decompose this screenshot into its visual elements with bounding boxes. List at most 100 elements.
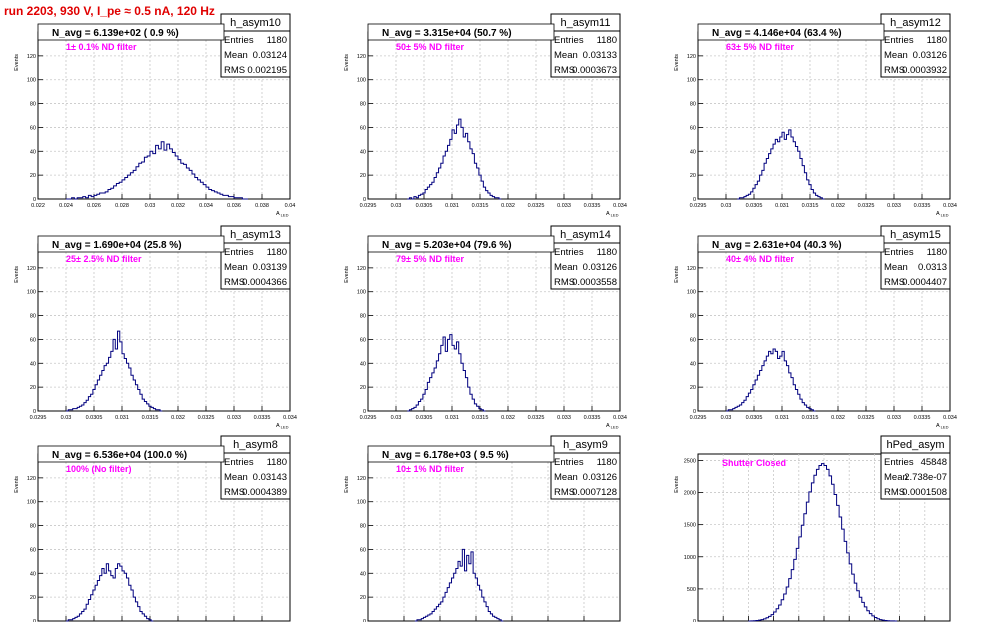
x-tick-label: 0.0335 (914, 415, 931, 421)
navg-box (697, 235, 885, 253)
y-tick-label: 100 (27, 290, 36, 296)
x-tick-label: 0.03 (391, 415, 402, 421)
x-tick-label: 0.03 (61, 415, 72, 421)
x-tick-label: 0.034 (199, 203, 213, 209)
y-axis-label: Events (14, 476, 20, 493)
y-tick-label: 20 (360, 385, 366, 391)
filter-note: 100% (No filter) (66, 464, 132, 474)
y-tick-label: 20 (360, 595, 366, 601)
y-tick-label: 80 (360, 102, 366, 108)
x-tick-label: 0.022 (31, 203, 45, 209)
y-tick-label: 120 (687, 266, 696, 272)
stat-value: 0.002195 (247, 65, 287, 76)
y-tick-label: 40 (30, 361, 36, 367)
stat-label: Entries (884, 247, 914, 258)
y-tick-label: 40 (690, 361, 696, 367)
x-tick-label: 0.032 (501, 203, 515, 209)
navg-box (37, 23, 225, 41)
y-tick-label: 0 (33, 197, 36, 203)
y-tick-label: 0 (693, 409, 696, 415)
y-tick-label: 40 (360, 149, 366, 155)
x-tick-label: 0.0315 (802, 203, 819, 209)
y-axis-label: Events (344, 266, 350, 283)
x-tick-label: 0.0305 (416, 203, 433, 209)
stats-box (880, 30, 951, 78)
x-tick-label: 0.0325 (858, 203, 875, 209)
stat-value: 0.0004389 (242, 487, 287, 498)
stat-label: Entries (884, 457, 914, 468)
x-tick-label: 0.0295 (690, 415, 707, 421)
navg-text: N_avg = 6.178e+03 ( 9.5 %) (382, 450, 509, 461)
chart-h_asym15: 0.0295 0.03 0.0305 0.031 0.0315 0.032 0.0325 0.… (674, 225, 957, 430)
stat-value: 0.0003558 (572, 277, 617, 288)
y-tick-label: 80 (30, 524, 36, 530)
x-tick-label: 0.033 (227, 415, 241, 421)
y-tick-label: 0 (693, 197, 696, 203)
y-tick-label: 100 (27, 500, 36, 506)
x-tick-label: 0.0305 (86, 415, 103, 421)
stat-value: 0.0004407 (902, 277, 947, 288)
histogram-title: h_asym13 (230, 229, 281, 241)
y-axis-label: Events (344, 476, 350, 493)
navg-text: N_avg = 6.536e+04 (100.0 %) (52, 450, 187, 461)
stat-label: Entries (224, 247, 254, 258)
stat-value: 0.0007128 (572, 487, 617, 498)
x-tick-label: 0.0315 (142, 415, 159, 421)
y-tick-label: 40 (360, 361, 366, 367)
chart-hPed_asym: -0.001-0.0008-0.0006-0.0004-0.000200.000… (674, 435, 951, 622)
y-tick-label: 60 (360, 547, 366, 553)
stat-label: RMS (884, 487, 905, 498)
filter-note: 50± 5% ND filter (396, 42, 464, 52)
stat-label: RMS (554, 277, 575, 288)
stat-label: Mean (884, 50, 908, 61)
y-axis-label: Events (14, 54, 20, 71)
y-tick-label: 20 (360, 173, 366, 179)
x-tick-label: 0.032 (171, 203, 185, 209)
stat-label: Entries (554, 247, 584, 258)
stat-label: Entries (224, 35, 254, 46)
x-tick-label: 0.03 (391, 203, 402, 209)
stat-value: 1180 (597, 457, 617, 468)
y-tick-label: 0 (33, 619, 36, 622)
chart-h_asym14: 0.0295 0.03 0.0305 0.031 0.0315 0.032 0.0325 0.… (344, 225, 627, 430)
y-axis-label: Events (674, 476, 680, 493)
x-axis-label: ALED (606, 423, 619, 430)
stats-box (550, 30, 621, 78)
navg-box (367, 445, 555, 463)
x-tick-label: 0.0295 (360, 203, 377, 209)
y-tick-label: 0 (363, 409, 366, 415)
chart-h_asym9: 0.0280.0290.030.0310.0320.0330.0340.0350… (344, 435, 621, 622)
stat-label: RMS (554, 65, 575, 76)
y-tick-label: 100 (27, 78, 36, 84)
x-tick-label: 0.0335 (914, 203, 931, 209)
y-tick-label: 0 (693, 619, 696, 622)
stat-label: Mean (554, 472, 578, 483)
x-tick-label: 0.034 (943, 203, 957, 209)
y-tick-label: 120 (687, 54, 696, 60)
histogram-series (407, 118, 502, 200)
y-tick-label: 80 (690, 102, 696, 108)
x-tick-label: 0.03 (721, 415, 732, 421)
x-tick-label: 0.0335 (254, 415, 271, 421)
x-tick-label: 0.032 (171, 415, 185, 421)
filter-note: 25± 2.5% ND filter (66, 254, 142, 264)
stat-value: 0.0001508 (902, 487, 947, 498)
histogram-title: h_asym8 (233, 439, 278, 451)
chart-h_asym11: 0.0295 0.03 0.0305 0.031 0.0315 0.032 0.0325 0.… (344, 13, 627, 218)
filter-note: 1± 0.1% ND filter (66, 42, 137, 52)
histogram-series (66, 330, 163, 412)
y-tick-label: 80 (30, 102, 36, 108)
navg-box (697, 23, 885, 41)
stat-label: Mean (884, 472, 908, 483)
stat-label: RMS (884, 65, 905, 76)
y-tick-label: 20 (690, 173, 696, 179)
x-tick-label: 0.033 (887, 203, 901, 209)
stat-value: 1180 (267, 35, 287, 46)
navg-text: N_avg = 6.139e+02 ( 0.9 %) (52, 28, 179, 39)
histogram-title: h_asym15 (890, 229, 941, 241)
y-tick-label: 100 (357, 500, 366, 506)
y-tick-label: 60 (30, 547, 36, 553)
navg-text: N_avg = 2.631e+04 (40.3 %) (712, 240, 842, 251)
navg-box (367, 23, 555, 41)
y-axis-label: Events (674, 54, 680, 71)
